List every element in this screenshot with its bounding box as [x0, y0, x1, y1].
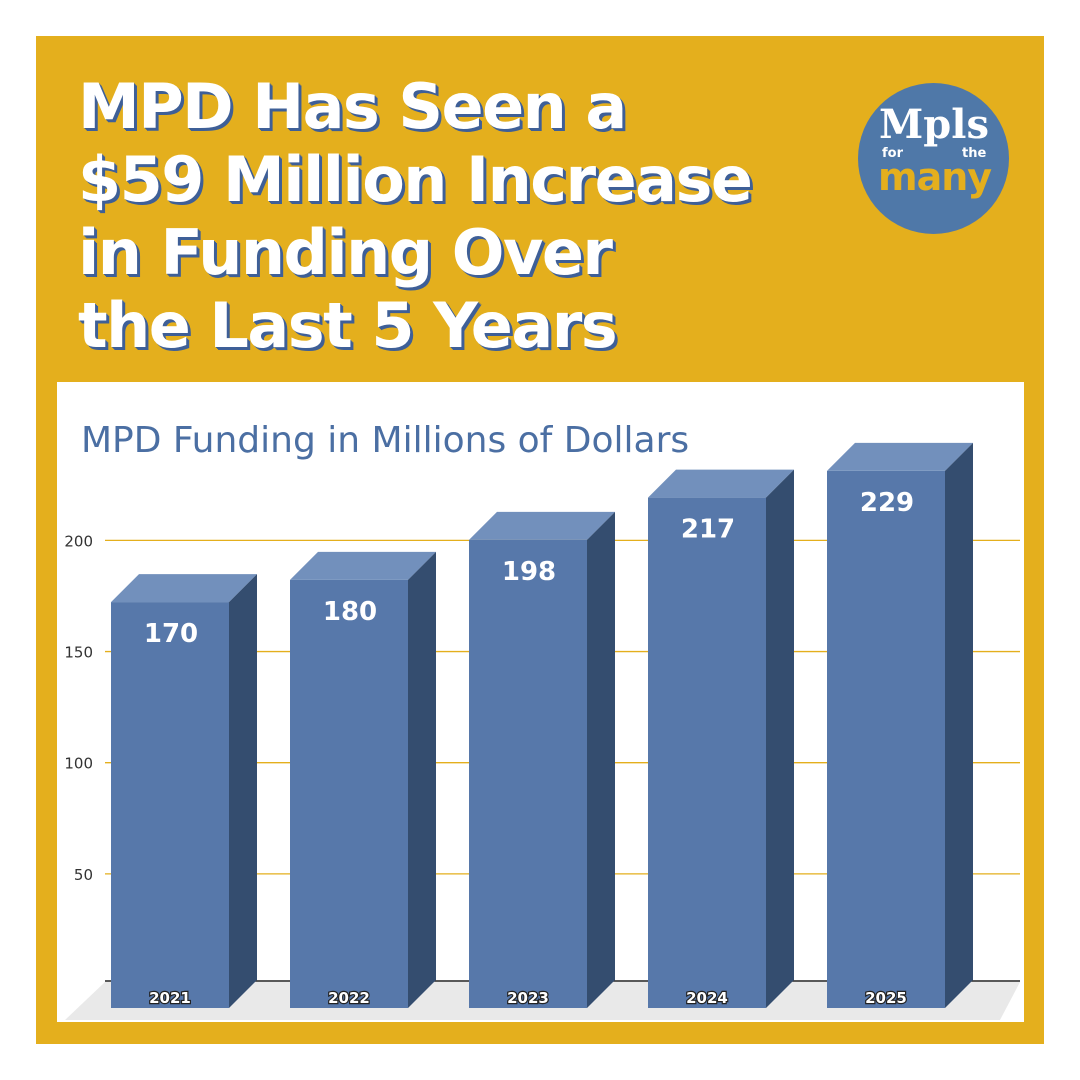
bar: [648, 497, 766, 1008]
bar: [469, 539, 587, 1008]
bar-value-label: 180: [323, 597, 377, 627]
chart-title: MPD Funding in Millions of Dollars: [81, 420, 690, 461]
bar-side-face: [945, 442, 973, 1009]
bar-top-face: [827, 442, 973, 471]
bar-side-face: [766, 469, 794, 1008]
x-category-label: 2024: [686, 989, 728, 1007]
bar-top-face: [111, 574, 257, 603]
bar-value-label: 229: [860, 488, 914, 518]
x-category-label: 2023: [507, 989, 549, 1007]
headline-line-1: MPD Has Seen a: [78, 70, 627, 143]
headline-line-3: in Funding Over: [78, 216, 613, 289]
bar-top-face: [290, 551, 436, 580]
bar-side-face: [587, 511, 615, 1008]
bar-top-face: [648, 469, 794, 498]
logo-word-the: the: [962, 146, 987, 161]
y-tick-label: 100: [64, 755, 93, 773]
x-category-label: 2022: [328, 989, 370, 1007]
logo-word-for: for: [882, 146, 903, 161]
bar-value-label: 170: [144, 619, 198, 649]
bar-side-face: [229, 574, 257, 1008]
y-tick-label: 50: [74, 866, 93, 884]
y-tick-label: 150: [64, 644, 93, 662]
x-category-label: 2025: [865, 989, 907, 1007]
bar-value-label: 198: [502, 557, 556, 587]
logo-word-mpls: Mpls: [879, 101, 989, 148]
logo-word-many: many: [878, 155, 992, 199]
x-category-label: 2021: [149, 989, 191, 1007]
y-tick-label: 200: [64, 532, 93, 550]
bar: [827, 470, 945, 1009]
bar-side-face: [408, 551, 436, 1008]
headline-line-2: $59 Million Increase: [78, 143, 753, 216]
bar-top-face: [469, 511, 615, 540]
headline-line-4: the Last 5 Years: [78, 289, 618, 362]
bar-value-label: 217: [681, 515, 735, 545]
bar: [111, 602, 229, 1008]
headline: MPD Has Seen a $59 Million Increase in F…: [78, 70, 798, 362]
mpls-for-the-many-logo: Mpls for the many: [858, 83, 1009, 234]
bar: [290, 579, 408, 1008]
